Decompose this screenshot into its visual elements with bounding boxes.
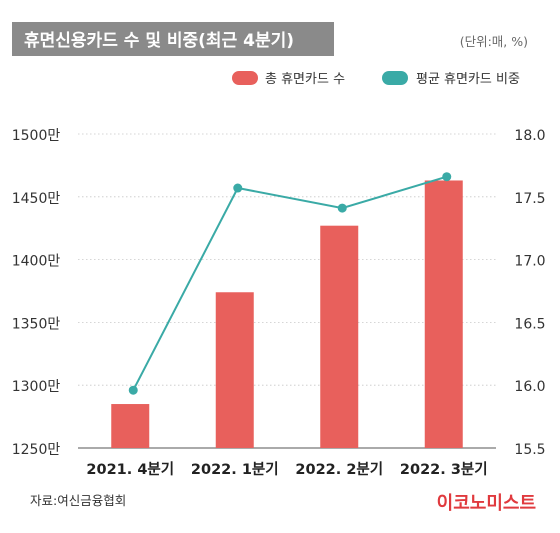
right-tick-label: 18.0	[514, 128, 545, 144]
left-tick-label: 1250만	[12, 442, 61, 458]
line-point	[442, 172, 452, 182]
bar-series	[111, 180, 463, 449]
line-point	[128, 385, 138, 395]
chart-title: 휴면신용카드 수 및 비중(최근 4분기)	[24, 30, 294, 51]
legend-swatch-bars	[232, 71, 258, 85]
source-note: 자료:여신금융협회	[30, 493, 126, 508]
title-banner	[12, 22, 334, 56]
left-tick-label: 1300만	[12, 379, 61, 395]
brand-logo: 이코노미스트	[437, 493, 536, 514]
line-point	[337, 203, 347, 213]
bar	[424, 180, 463, 449]
left-tick-label: 1450만	[12, 191, 61, 207]
line-point	[233, 183, 243, 193]
legend-label-line: 평균 휴면카드 비중	[416, 72, 520, 87]
bar	[320, 225, 359, 448]
unit-note: (단위:매, %)	[460, 34, 528, 49]
x-tick-label: 2022. 3분기	[400, 461, 488, 478]
legend: 총 휴면카드 수 평균 휴면카드 비중	[232, 71, 520, 87]
bar	[215, 292, 254, 448]
line-series	[128, 172, 452, 395]
right-tick-label: 16.0	[514, 379, 545, 395]
x-axis: 2021. 4분기 2022. 1분기 2022. 2분기 2022. 3분기	[86, 461, 487, 478]
x-tick-label: 2022. 1분기	[191, 461, 279, 478]
line-path	[132, 175, 448, 391]
legend-label-bars: 총 휴면카드 수	[265, 72, 345, 87]
right-tick-label: 17.0	[514, 254, 545, 270]
right-axis: 18.0 17.5 17.0 16.5 16.0 15.5	[514, 128, 545, 458]
right-tick-label: 16.5	[514, 316, 545, 332]
right-tick-label: 17.5	[514, 191, 545, 207]
left-axis: 1500만 1450만 1400만 1350만 1300만 1250만	[12, 128, 61, 458]
left-tick-label: 1350만	[12, 316, 61, 332]
legend-swatch-line	[382, 71, 408, 85]
x-tick-label: 2021. 4분기	[86, 461, 174, 478]
right-tick-label: 15.5	[514, 442, 545, 458]
bar	[111, 404, 150, 448]
left-tick-label: 1400만	[12, 254, 61, 270]
left-tick-label: 1500만	[12, 128, 61, 144]
x-tick-label: 2022. 2분기	[295, 461, 383, 478]
